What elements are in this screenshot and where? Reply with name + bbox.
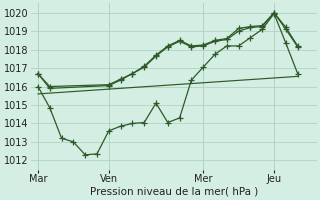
X-axis label: Pression niveau de la mer( hPa ): Pression niveau de la mer( hPa )	[90, 187, 258, 197]
